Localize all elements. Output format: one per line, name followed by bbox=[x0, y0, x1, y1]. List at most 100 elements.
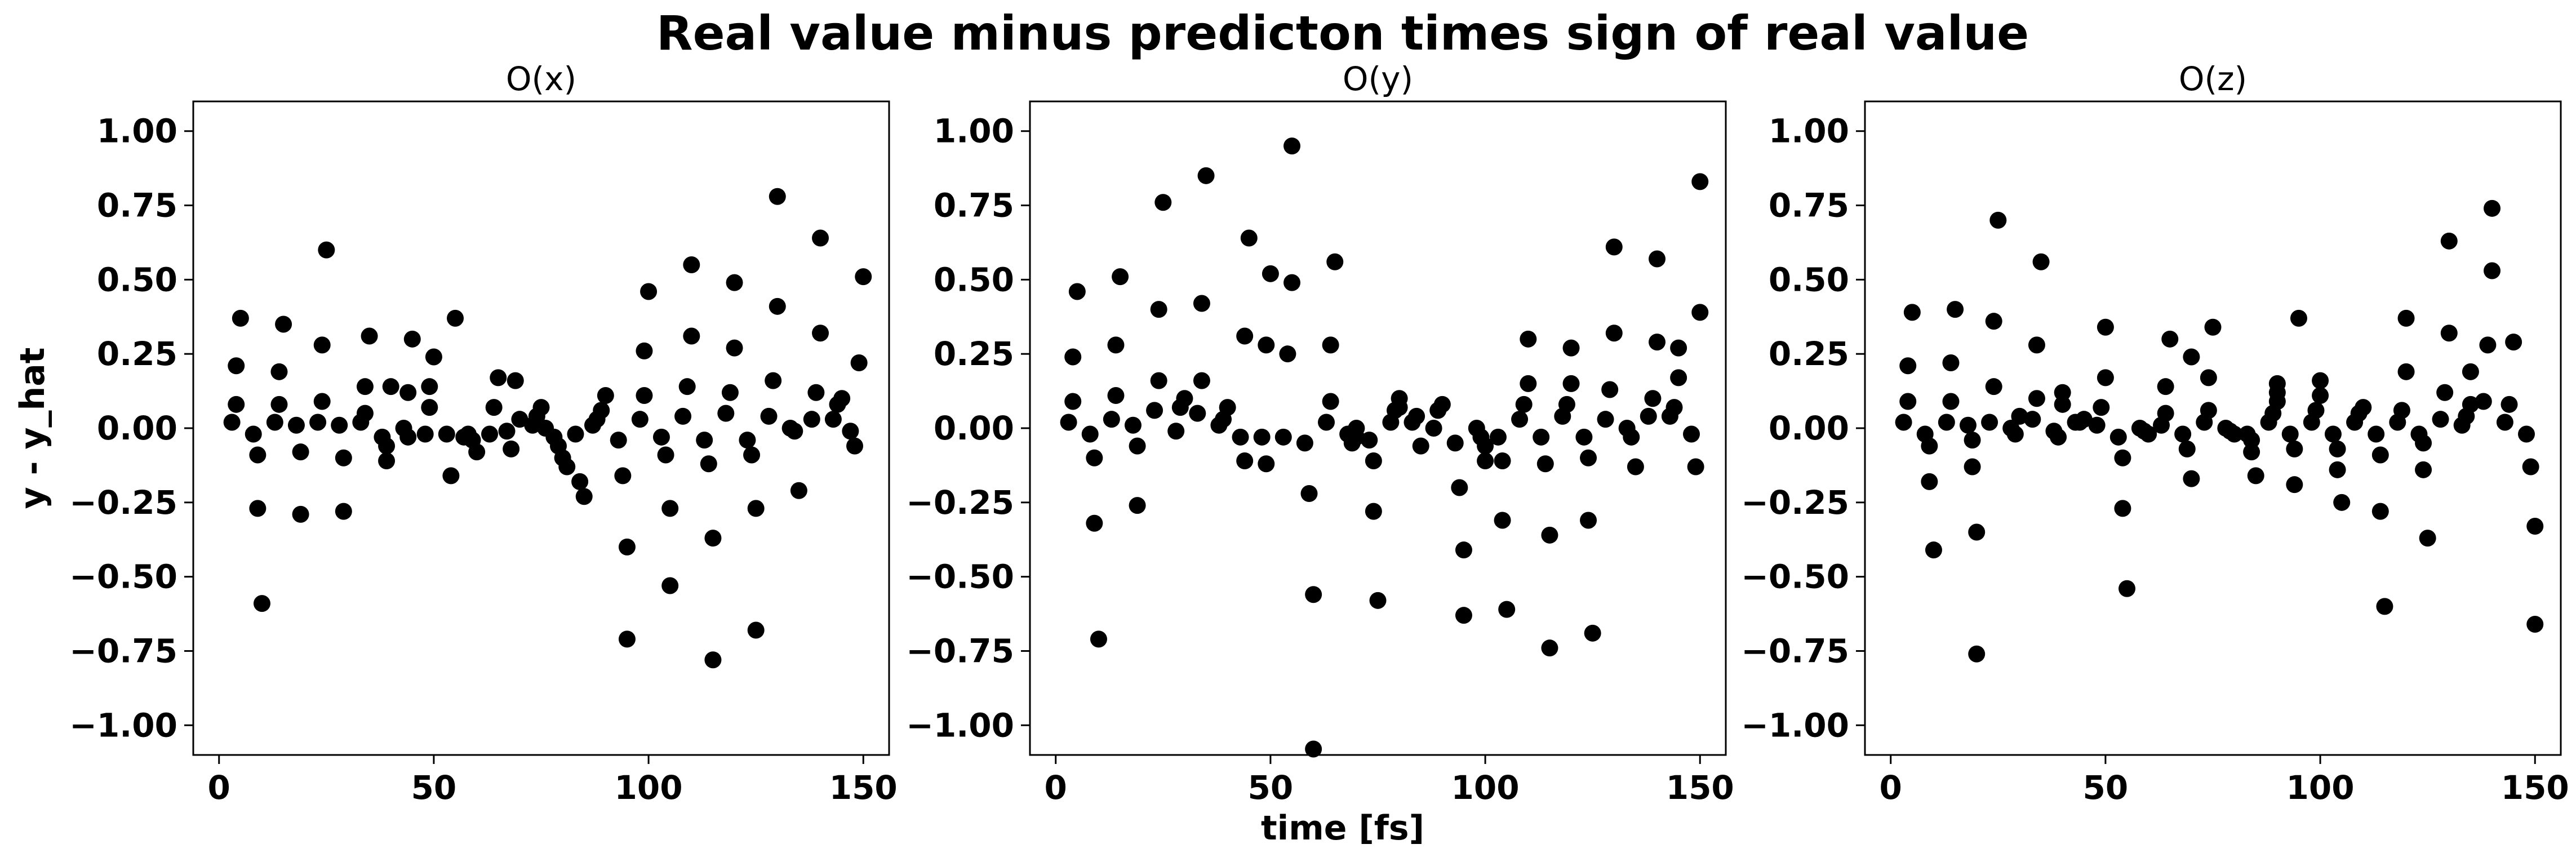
data-point bbox=[2484, 199, 2501, 217]
data-point bbox=[2247, 467, 2264, 485]
data-point bbox=[1197, 167, 1215, 184]
data-point bbox=[1989, 211, 2007, 229]
data-point bbox=[2501, 396, 2518, 413]
data-point bbox=[1580, 449, 1597, 466]
data-point bbox=[2243, 443, 2260, 461]
data-point bbox=[2440, 232, 2458, 250]
data-point bbox=[335, 503, 352, 520]
y-tick-label: 0.75 bbox=[1769, 186, 1849, 225]
data-point bbox=[636, 342, 653, 359]
data-point bbox=[270, 396, 288, 413]
data-point bbox=[1455, 541, 1472, 559]
y-tick-label: 0.25 bbox=[97, 335, 177, 373]
data-point bbox=[292, 505, 309, 523]
data-point bbox=[593, 402, 610, 419]
data-point bbox=[610, 432, 627, 449]
data-point bbox=[747, 500, 765, 517]
data-point bbox=[1300, 485, 1318, 502]
data-point bbox=[245, 425, 262, 443]
data-point bbox=[356, 405, 374, 422]
data-point bbox=[1176, 390, 1193, 407]
data-point bbox=[1446, 434, 1464, 452]
data-point bbox=[2118, 580, 2136, 597]
data-point bbox=[416, 425, 434, 443]
data-point bbox=[571, 473, 589, 490]
y-tick-label: −1.00 bbox=[69, 706, 177, 744]
data-point bbox=[2324, 425, 2342, 443]
x-tick-label: 0 bbox=[1880, 768, 1902, 807]
data-point bbox=[1649, 250, 1666, 268]
y-tick-label: 0.75 bbox=[934, 186, 1014, 225]
data-point bbox=[640, 283, 658, 300]
data-point bbox=[1451, 479, 1468, 496]
data-point bbox=[855, 268, 872, 286]
data-point bbox=[1981, 414, 1998, 431]
data-point bbox=[2462, 396, 2479, 413]
data-point bbox=[674, 407, 692, 425]
data-point bbox=[2183, 348, 2200, 366]
data-point bbox=[2075, 411, 2093, 428]
y-tick-label: −0.25 bbox=[69, 483, 177, 522]
data-point bbox=[335, 449, 352, 466]
data-point bbox=[803, 411, 820, 428]
data-point bbox=[468, 443, 486, 461]
data-point bbox=[1365, 452, 1382, 469]
data-point bbox=[704, 530, 722, 547]
data-point bbox=[1925, 541, 1942, 559]
data-point bbox=[1236, 327, 1254, 345]
data-point bbox=[223, 414, 241, 431]
data-point bbox=[1575, 428, 1593, 446]
data-point bbox=[696, 432, 713, 449]
data-point bbox=[2011, 407, 2028, 425]
data-point bbox=[704, 651, 722, 669]
y-tick-label: −1.00 bbox=[906, 706, 1014, 744]
y-tick-label: 0.50 bbox=[97, 260, 177, 299]
data-point bbox=[2397, 309, 2415, 327]
data-point bbox=[1670, 339, 1687, 357]
data-point bbox=[2281, 425, 2299, 443]
figure-title: Real value minus predicton times sign of… bbox=[656, 6, 2029, 61]
data-point bbox=[2329, 461, 2346, 478]
y-tick-label: 0.25 bbox=[1769, 335, 1849, 373]
data-point bbox=[1391, 390, 1408, 407]
data-point bbox=[2286, 476, 2303, 494]
data-point bbox=[1279, 345, 1296, 363]
data-point bbox=[1154, 194, 1172, 211]
data-point bbox=[1515, 396, 1533, 413]
data-point bbox=[1938, 414, 1955, 431]
data-point bbox=[1895, 414, 1912, 431]
data-point bbox=[2522, 458, 2539, 476]
data-point bbox=[2161, 330, 2179, 348]
data-point bbox=[1665, 399, 1683, 416]
data-point bbox=[661, 500, 679, 517]
data-point bbox=[2462, 363, 2479, 380]
data-point bbox=[2200, 402, 2217, 419]
data-point bbox=[1365, 503, 1382, 520]
data-point bbox=[1985, 378, 2002, 396]
data-point bbox=[1597, 411, 1614, 428]
data-point bbox=[2518, 425, 2535, 443]
data-point bbox=[2312, 372, 2329, 389]
data-point bbox=[438, 425, 455, 443]
data-point bbox=[1670, 369, 1687, 386]
data-point bbox=[2415, 461, 2432, 478]
data-point bbox=[232, 309, 249, 327]
data-point bbox=[614, 467, 632, 485]
data-point bbox=[1968, 645, 1986, 663]
y-tick-label: −0.50 bbox=[69, 558, 177, 596]
data-point bbox=[1189, 405, 1206, 422]
data-point bbox=[1644, 390, 1662, 407]
data-point bbox=[2024, 411, 2041, 428]
data-point bbox=[421, 378, 438, 396]
data-point bbox=[618, 630, 636, 648]
data-point bbox=[490, 369, 507, 386]
data-point bbox=[765, 372, 782, 389]
data-point bbox=[1580, 512, 1597, 529]
data-point bbox=[1296, 434, 1313, 452]
y-tick-label: −0.75 bbox=[1741, 632, 1849, 670]
data-point bbox=[652, 428, 670, 446]
data-point bbox=[1064, 393, 1082, 410]
data-point bbox=[833, 390, 851, 407]
data-point bbox=[228, 396, 245, 413]
